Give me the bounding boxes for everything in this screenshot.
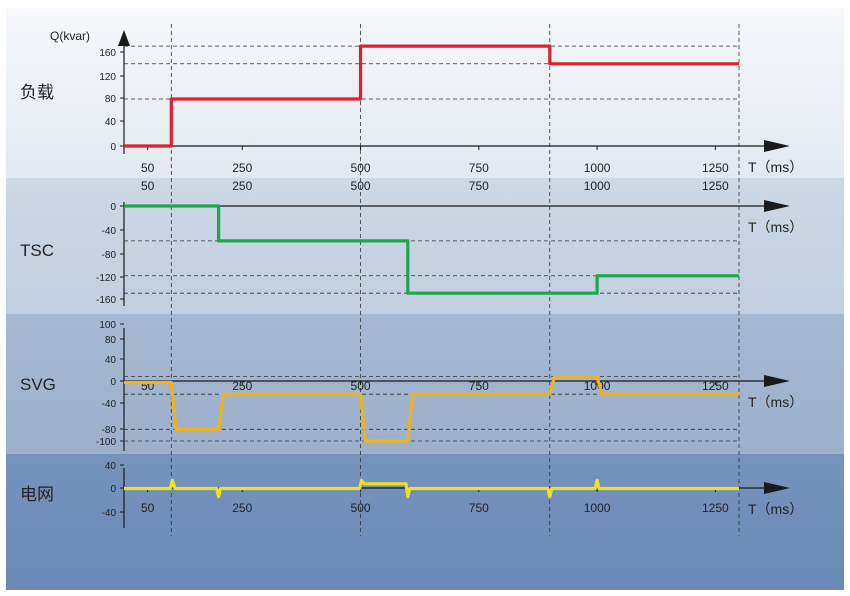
y-tick-label: -80 (102, 250, 117, 261)
panel-label-tsc: TSC (20, 241, 54, 260)
x-tick-label: 1250 (702, 379, 729, 393)
x-tick-label: 250 (232, 501, 252, 515)
x-tick-label: 750 (469, 501, 489, 515)
panel-label-grid: 电网 (20, 485, 54, 504)
panel-label-svg: SVG (20, 375, 56, 394)
panel-grid: 电网 T（ms） 40 0 -40 50 250 500 750 1000 1250 (20, 461, 803, 528)
y-tick-label: -100 (96, 437, 116, 448)
y-tick-label: -40 (102, 226, 117, 237)
x-axis-label-load: T（ms） (748, 159, 803, 175)
panel-load: 负载 T（ms） 160 120 80 40 0 50 250 500 750 1000 1250 50 2… (20, 30, 803, 193)
x-tick-label: 250 (232, 161, 252, 175)
x-tick-label: 500 (351, 161, 371, 175)
y-tick-label: 40 (105, 355, 117, 366)
x-tick-label: 250 (232, 179, 252, 193)
y-tick-label: 100 (99, 320, 116, 331)
x-tick-label: 50 (141, 179, 155, 193)
series-line-grid (124, 478, 739, 499)
x-tick-label: 1000 (584, 161, 611, 175)
y-axis-label: Q(kvar) (50, 29, 90, 43)
x-axis-arrow-tsc (764, 200, 790, 212)
y-tick-label: -120 (96, 273, 116, 284)
x-tick-label: 1250 (702, 501, 729, 515)
y-tick-label: 40 (105, 461, 117, 472)
x-tick-label: 1000 (584, 501, 611, 515)
y-tick-label: 0 (110, 484, 116, 495)
x-tick-label: 1250 (702, 161, 729, 175)
x-tick-label: 50 (141, 501, 155, 515)
y-tick-label: -160 (96, 295, 116, 306)
x-tick-label: 1000 (584, 179, 611, 193)
x-tick-label: 750 (469, 161, 489, 175)
y-axis-arrow (118, 30, 130, 46)
x-tick-label: 50 (141, 161, 155, 175)
x-tick-label: 250 (232, 379, 252, 393)
x-tick-label: 750 (469, 379, 489, 393)
y-tick-label: 120 (99, 72, 116, 83)
y-tick-label: -40 (102, 399, 117, 410)
x-axis-arrow-grid (764, 482, 790, 494)
panel-bg-tsc (6, 178, 844, 314)
x-tick-label: 500 (351, 379, 371, 393)
y-tick-label: -80 (102, 425, 117, 436)
panel-label-load: 负载 (20, 83, 54, 102)
y-tick-label: 0 (110, 377, 116, 388)
y-tick-label: 0 (110, 202, 116, 213)
x-axis-arrow-svg (764, 375, 790, 387)
x-tick-label: 1250 (702, 179, 729, 193)
panel-tsc: TSC T（ms） 0 -40 -80 -120 -160 (20, 200, 803, 306)
x-tick-label: 500 (351, 179, 371, 193)
x-axis-label-tsc: T（ms） (748, 219, 803, 235)
x-axis-arrow-load (764, 140, 790, 152)
x-axis-label-svg: T（ms） (748, 394, 803, 410)
x-tick-label: 750 (469, 179, 489, 193)
series-line-svg (124, 375, 739, 443)
x-tick-label: 1000 (584, 379, 611, 393)
x-axis-label-grid: T（ms） (748, 501, 803, 517)
series-line-tsc (124, 204, 739, 295)
panel-bg-load (6, 8, 844, 178)
y-tick-label: 40 (105, 117, 117, 128)
y-tick-label: -40 (102, 508, 117, 519)
panel-bg-grid (6, 454, 844, 590)
series-line-load (124, 44, 739, 148)
y-tick-label: 0 (110, 142, 116, 153)
y-tick-label: 160 (99, 48, 116, 59)
x-tick-label: 500 (351, 501, 371, 515)
y-tick-label: 80 (105, 335, 117, 346)
y-tick-label: 80 (105, 94, 117, 105)
